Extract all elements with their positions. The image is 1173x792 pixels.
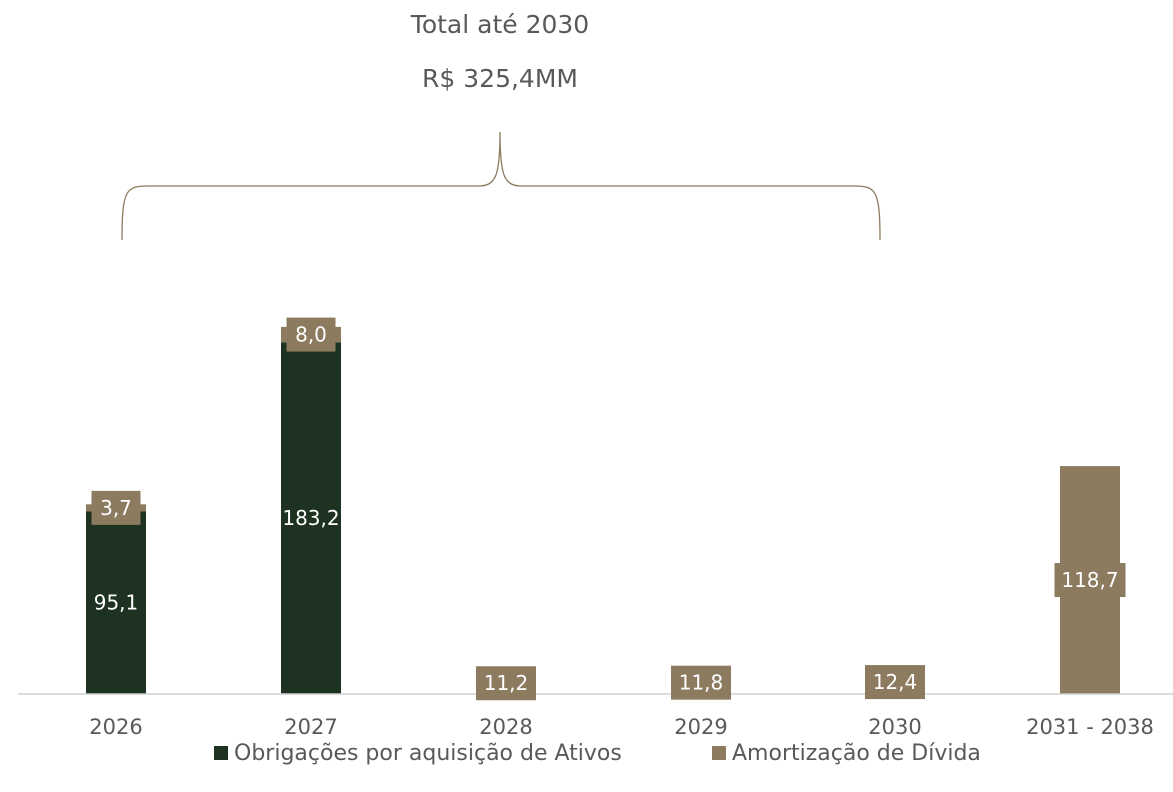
chart-title: Total até 2030 [410, 10, 590, 39]
bars-layer [86, 326, 1120, 694]
data-label-amortizacao-2030: 12,4 [873, 670, 918, 694]
x-tick-2031-2038: 2031 - 2038 [1026, 715, 1154, 739]
total-bracket [121, 131, 881, 241]
total-value: R$ 325,4MM [422, 64, 578, 93]
legend-swatch-obrigacoes [214, 746, 228, 760]
data-label-box-2027 [286, 317, 336, 352]
x-tick-labels: 2026 2027 2028 2029 2030 2031 - 2038 [89, 715, 1154, 739]
x-tick-2026: 2026 [89, 715, 142, 739]
data-label-box-2029 [671, 665, 731, 700]
legend-swatch-amortizacao [712, 746, 726, 760]
data-label-amortizacao-2026: 3,7 [100, 496, 132, 520]
legend-item-amortizacao: Amortização de Dívida [712, 738, 981, 768]
bar-obrigacoes-2026 [86, 511, 146, 694]
legend-item-obrigacoes: Obrigações por aquisição de Ativos [214, 738, 622, 768]
x-tick-2028: 2028 [479, 715, 532, 739]
data-label-box-2026 [91, 490, 141, 525]
x-tick-2027: 2027 [284, 715, 337, 739]
data-label-amortizacao-2027: 8,0 [295, 323, 327, 347]
legend-label-obrigacoes: Obrigações por aquisição de Ativos [234, 740, 622, 766]
data-label-box-2028 [476, 666, 536, 701]
data-label-box-2030 [865, 665, 925, 700]
legend-label-amortizacao: Amortização de Dívida [732, 740, 981, 766]
x-tick-2029: 2029 [674, 715, 727, 739]
data-label-amortizacao-2029: 11,8 [679, 671, 724, 695]
data-label-box-2031-2038 [1054, 563, 1126, 598]
data-label-obrigacoes-2027: 183,2 [282, 506, 339, 530]
x-tick-2030: 2030 [868, 715, 921, 739]
data-label-amortizacao-2028: 11,2 [484, 671, 529, 695]
data-label-amortizacao-2031-2038: 118,7 [1061, 568, 1118, 592]
data-label-obrigacoes-2026: 95,1 [94, 591, 139, 615]
labels-layer: 95,1 3,7 183,2 8,0 11,2 11,8 12,4 118,7 [91, 317, 1126, 701]
bar-obrigacoes-2027 [281, 342, 341, 694]
